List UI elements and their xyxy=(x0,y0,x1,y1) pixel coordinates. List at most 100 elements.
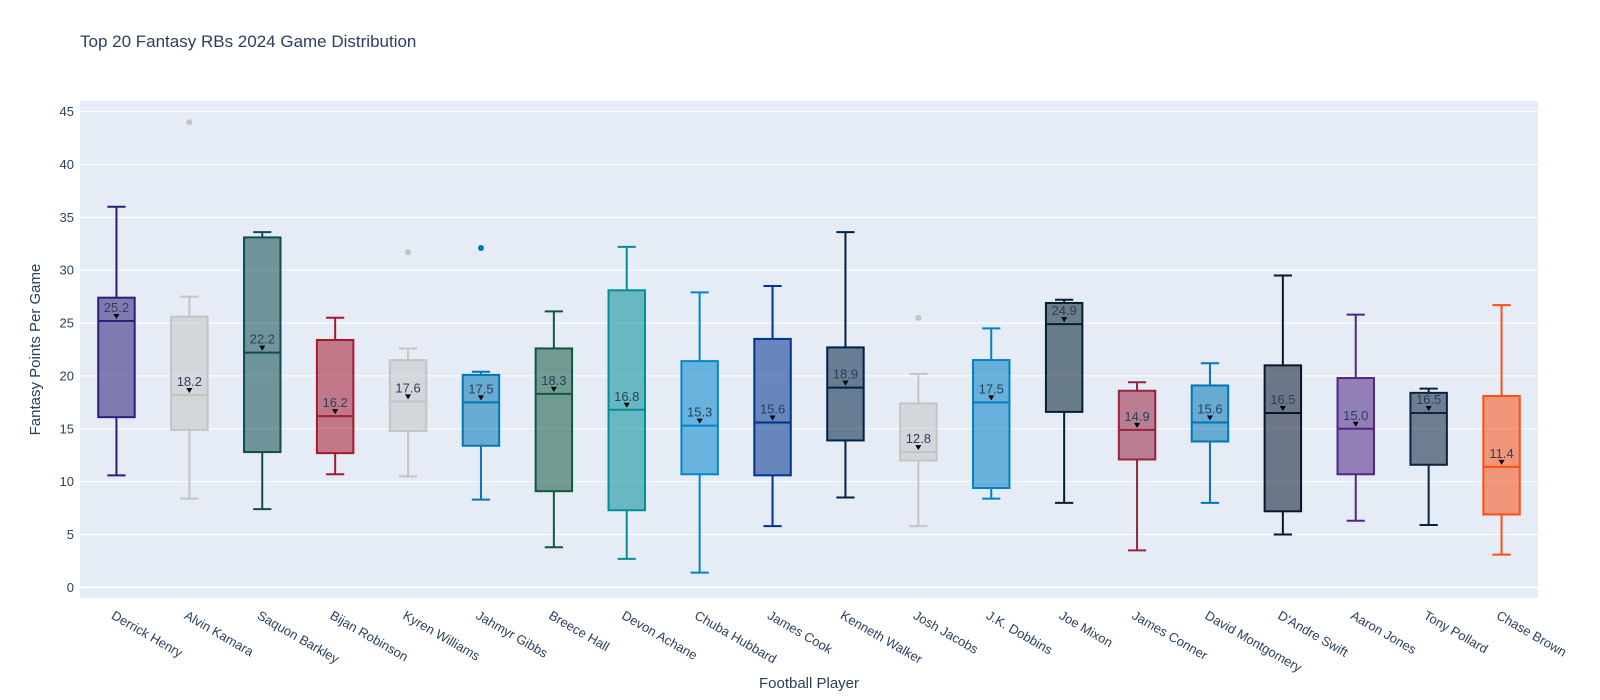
box-james-cook: 15.6 xyxy=(753,285,792,528)
box-tony-pollard: 16.5 xyxy=(1409,387,1448,527)
median-value-label: 16.8 xyxy=(614,389,639,404)
x-tick-label: Tony Pollard xyxy=(1421,608,1490,657)
median-marker xyxy=(550,386,557,392)
iqr-box xyxy=(1482,395,1521,516)
y-tick-label: 15 xyxy=(60,421,74,436)
median-value-label: 17.6 xyxy=(395,380,420,395)
median-marker xyxy=(113,313,120,319)
median-marker xyxy=(332,409,339,415)
y-tick-label: 10 xyxy=(60,474,74,489)
median-value-label: 18.2 xyxy=(177,374,202,389)
iqr-box xyxy=(1409,391,1448,466)
median-marker xyxy=(477,395,484,401)
box-saquon-barkley: 22.2 xyxy=(243,231,282,511)
x-tick-label: Kyren Williams xyxy=(401,608,483,664)
median-value-label: 22.2 xyxy=(250,332,275,347)
median-marker xyxy=(1498,459,1505,465)
iqr-box xyxy=(461,373,501,447)
median-value-label: 14.9 xyxy=(1124,409,1149,424)
median-value-label: 25.2 xyxy=(104,300,129,315)
x-tick-label: Devon Achane xyxy=(619,608,700,663)
y-tick-label: 0 xyxy=(67,580,74,595)
iqr-box xyxy=(1190,384,1230,443)
median-value-label: 18.9 xyxy=(833,367,858,382)
y-tick-label: 30 xyxy=(60,263,74,278)
y-tick-label: 45 xyxy=(60,104,74,119)
x-tick-label: Jahmyr Gibbs xyxy=(473,608,550,661)
median-value-label: 15.6 xyxy=(1197,401,1222,416)
iqr-box xyxy=(170,315,209,431)
median-value-label: 15.0 xyxy=(1343,408,1368,423)
y-tick-label: 25 xyxy=(60,316,74,331)
box-bijan-robinson: 16.2 xyxy=(315,316,355,476)
iqr-box xyxy=(607,289,646,512)
iqr-box xyxy=(1263,364,1303,513)
box-alvin-kamara: 18.2 xyxy=(170,119,209,500)
x-axis-label: Football Player xyxy=(759,675,859,692)
median-value-label: 24.9 xyxy=(1051,303,1076,318)
y-tick-label: 35 xyxy=(60,210,74,225)
median-marker xyxy=(842,380,849,386)
box-kyren-williams: 17.6 xyxy=(388,249,428,478)
outlier-point xyxy=(405,249,412,256)
median-marker xyxy=(1425,405,1432,411)
median-value-label: 16.2 xyxy=(322,395,347,410)
box-derrick-henry: 25.2 xyxy=(97,205,136,477)
median-marker xyxy=(988,395,995,401)
y-axis-label: Fantasy Points Per Game xyxy=(27,264,44,436)
box-devon-achane: 16.8 xyxy=(607,245,646,560)
x-tick-label: Chuba Hubbard xyxy=(692,608,779,667)
x-tick-label: Derrick Henry xyxy=(109,608,186,661)
iqr-box xyxy=(899,402,938,462)
iqr-box xyxy=(753,337,792,477)
box-chase-brown: 11.4 xyxy=(1482,304,1521,556)
x-tick-label: J.K. Dobbins xyxy=(984,608,1056,658)
box-joe-mixon: 24.9 xyxy=(1044,298,1084,504)
x-tick-label: Aaron Jones xyxy=(1348,608,1419,658)
box-david-montgomery: 15.6 xyxy=(1190,362,1230,504)
median-marker xyxy=(405,394,412,400)
iqr-box xyxy=(315,338,355,455)
box-jahmyr-gibbs: 17.5 xyxy=(461,244,501,501)
x-tick-label: James Conner xyxy=(1130,608,1211,664)
y-tick-label: 20 xyxy=(60,368,74,383)
boxes: 25.2 18.2 22.2 16.2 17.6 17.5 18.3 16.8 15.3 15.6… xyxy=(97,119,1521,574)
outlier-point xyxy=(477,244,484,251)
median-value-label: 12.8 xyxy=(906,431,931,446)
box-j-k-dobbins: 17.5 xyxy=(972,327,1011,500)
x-tick-label: Joe Mixon xyxy=(1057,608,1116,651)
median-marker xyxy=(259,345,266,351)
y-tick-label: 5 xyxy=(67,527,74,542)
median-value-label: 17.5 xyxy=(979,381,1004,396)
chart-title: Top 20 Fantasy RBs 2024 Game Distributio… xyxy=(80,32,417,51)
median-marker xyxy=(1352,421,1359,427)
x-tick-label: Chase Brown xyxy=(1494,608,1569,660)
x-tick-label: James Cook xyxy=(765,608,836,657)
box-kenneth-walker: 18.9 xyxy=(826,231,865,499)
median-value-label: 16.5 xyxy=(1416,392,1441,407)
median-marker xyxy=(1134,422,1141,428)
box-chuba-hubbard: 15.3 xyxy=(680,291,719,574)
median-value-label: 11.4 xyxy=(1489,446,1513,461)
median-marker xyxy=(769,415,776,421)
x-tick-label: Josh Jacobs xyxy=(911,608,982,657)
box-breece-hall: 18.3 xyxy=(534,310,574,549)
iqr-box xyxy=(680,360,719,476)
outlier-point xyxy=(186,119,193,126)
median-value-label: 15.6 xyxy=(760,401,785,416)
iqr-box xyxy=(826,346,865,442)
median-value-label: 17.5 xyxy=(468,381,493,396)
iqr-box xyxy=(243,236,282,454)
x-tick-label: Breece Hall xyxy=(546,608,612,655)
y-tick-label: 40 xyxy=(60,157,74,172)
median-value-label: 15.3 xyxy=(687,405,712,420)
iqr-box xyxy=(972,359,1011,490)
box-aaron-jones: 15.0 xyxy=(1336,313,1375,522)
outlier-point xyxy=(915,314,922,321)
median-marker xyxy=(623,402,630,408)
median-marker xyxy=(1061,317,1068,323)
box-james-conner: 14.9 xyxy=(1117,381,1157,552)
median-marker xyxy=(1279,405,1286,411)
